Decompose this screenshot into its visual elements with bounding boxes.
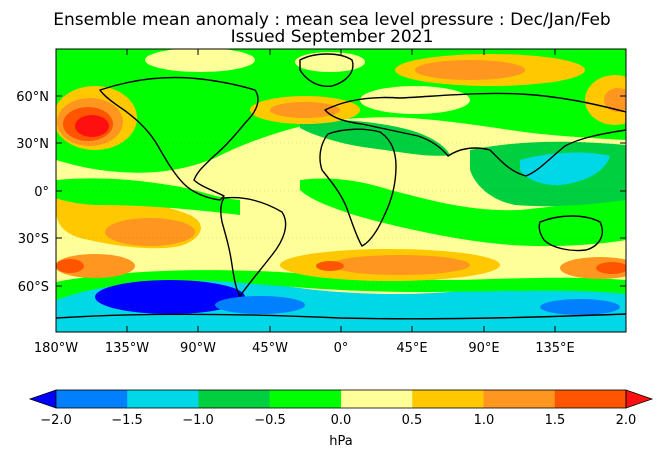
lon-label-135e: 135°E: [535, 341, 575, 356]
map-subtitle: Issued September 2021: [230, 27, 434, 47]
field-aleutian-high-core: [75, 115, 109, 137]
eurasia-outline: [324, 92, 626, 177]
field-tropics-pacific: [56, 178, 240, 215]
lat-label-60n: 60°N: [16, 90, 49, 105]
field-high-south-atlantic-peak: [316, 261, 344, 271]
field-tropics-indian: [300, 178, 626, 247]
cb-label: 0.5: [402, 413, 423, 428]
lon-label-90e: 90°E: [468, 341, 499, 356]
field-north-africa: [300, 119, 450, 156]
lon-label-45w: 45°W: [252, 341, 288, 356]
colorbar-tick-labels: −2.0 −1.5 −1.0 −0.5 0.0 0.5 1.0 1.5 2.0: [40, 413, 636, 428]
cb-label: 0.0: [331, 413, 352, 428]
colorbar-frame: [55, 389, 627, 409]
lat-label-30n: 30°N: [16, 137, 49, 152]
colorbar-unit: hPa: [329, 434, 352, 449]
cb-label: 1.0: [474, 413, 495, 428]
colorbar-bin: [198, 390, 271, 408]
lon-label-45e: 45°E: [396, 341, 427, 356]
lat-label-eq: 0°: [34, 185, 49, 200]
cb-label: −1.5: [111, 413, 143, 428]
field-low-south-indian: [540, 299, 620, 315]
australia-outline: [538, 215, 604, 252]
cb-label: 1.5: [545, 413, 566, 428]
lon-label-90w: 90°W: [180, 341, 216, 356]
antarctica-outline: [56, 313, 626, 320]
lon-label-0: 0°: [334, 341, 349, 356]
field-high-south-atlantic-core: [330, 255, 470, 275]
south-america-outline: [219, 196, 287, 297]
africa-outline: [319, 128, 397, 247]
lon-label-135w: 135°W: [105, 341, 149, 356]
field-high-tasman-core: [596, 262, 626, 274]
cb-label: −1.0: [182, 413, 214, 428]
colorbar-bin: [554, 390, 627, 408]
field-low-south-pacific: [95, 280, 245, 314]
field-high-atlantic-core: [270, 102, 340, 118]
anomaly-field: [56, 49, 626, 332]
colorbar-bin: [56, 390, 128, 408]
field-high-siberia-core: [415, 60, 525, 80]
field-high-bering-east-core: [604, 88, 626, 112]
lat-ticks: [56, 95, 626, 287]
colorbar: [28, 389, 654, 409]
colorbar-bin: [269, 390, 342, 408]
field-high-south-pacific-core: [56, 259, 84, 273]
field-low-maritime-continent: [520, 152, 610, 186]
colorbar-bin: [412, 390, 484, 408]
cb-label: −2.0: [40, 413, 72, 428]
coastlines: [56, 53, 626, 320]
field-south-green: [56, 270, 626, 300]
cb-label: −0.5: [254, 413, 286, 428]
field-eurasia-yellow: [360, 86, 470, 114]
lon-ticks: [126, 49, 556, 332]
colorbar-bin: [341, 390, 413, 408]
lon-label-180w: 180°W: [34, 341, 78, 356]
lat-label-60s: 60°S: [18, 280, 49, 295]
field-low-south-atlantic: [215, 296, 305, 314]
greenland-outline: [299, 53, 354, 87]
lat-label-30s: 30°S: [18, 232, 49, 247]
cb-label: 2.0: [616, 413, 637, 428]
colorbar-bin: [127, 390, 199, 408]
north-america-outline: [99, 76, 259, 201]
colorbar-arrow-low: [28, 389, 57, 409]
field-arctic-greenland: [295, 52, 365, 72]
field-high-east-pacific-core: [105, 218, 195, 246]
graticule: [56, 95, 626, 287]
colorbar-bin: [483, 390, 556, 408]
field-arctic-canada: [145, 49, 255, 72]
colorbar-arrow-high: [625, 389, 654, 409]
map-title: Ensemble mean anomaly : mean sea level p…: [53, 10, 611, 30]
